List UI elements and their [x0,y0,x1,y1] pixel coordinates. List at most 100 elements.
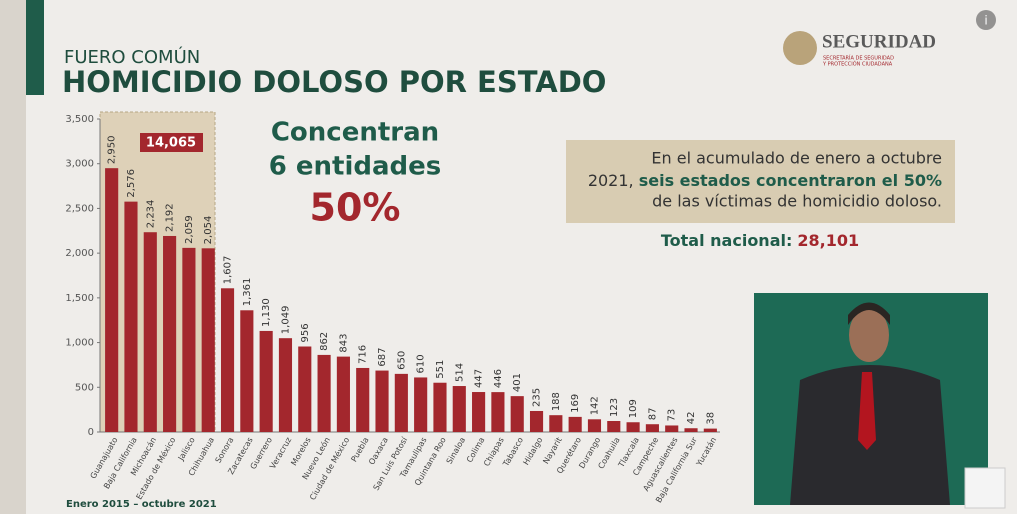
info-icon-text: i [984,14,987,28]
bar [240,310,254,432]
bar [394,373,408,432]
value-label: 1,607 [223,256,234,285]
bar [375,370,389,432]
total-label: Total nacional: [661,231,793,250]
value-label: 123 [609,398,620,417]
y-tick-label: 1,500 [65,293,94,304]
value-label: 1,361 [242,278,253,307]
bar [491,392,505,432]
value-label: 446 [493,369,504,388]
note-text: 2021, [588,171,639,190]
value-label: 142 [589,396,600,415]
value-label: 2,054 [203,216,214,245]
value-label: 38 [705,412,716,425]
value-label: 956 [300,323,311,342]
bar [645,424,659,432]
value-label: 2,576 [126,169,137,198]
bar [684,428,698,432]
bar [317,354,331,432]
value-label: 87 [647,407,658,420]
bar [163,235,177,432]
info-icon[interactable] [976,10,996,30]
note-emphasis: seis estados concentraron el 50% [639,171,942,190]
bar [124,201,138,432]
value-label: 551 [435,360,446,379]
headline-percent: 50% [310,186,401,230]
bar [182,247,196,432]
value-label: 2,950 [107,136,118,165]
bar [201,248,215,432]
value-label: 169 [570,394,581,413]
logo-subtitle: SECRETARÍA DE SEGURIDAD [823,55,894,62]
logo-emblem [783,31,817,65]
note-line: de las víctimas de homicidio doloso. [652,192,942,211]
value-label: 716 [358,345,369,364]
value-label: 42 [686,412,697,425]
supertitle: FUERO COMÚN [64,46,200,68]
bar [220,288,235,432]
value-label: 109 [628,399,639,418]
value-label: 843 [338,334,349,353]
value-label: 2,192 [165,203,176,232]
value-label: 514 [454,363,465,382]
bar [414,377,428,432]
y-tick-label: 3,000 [65,159,94,170]
footnote: Enero 2015 – octubre 2021 [66,499,217,510]
headline: Concentran [271,118,439,148]
total: Total nacional: 28,101 [661,231,859,250]
y-tick-label: 2,000 [65,248,94,259]
note-line: 2021, seis estados concentraron el 50% [588,171,942,190]
value-label: 862 [319,332,330,351]
bar [529,410,544,432]
chart-title: HOMICIDIO DOLOSO POR ESTADO [62,65,606,99]
y-tick-label: 3,500 [65,114,94,125]
bar [568,416,582,432]
value-label: 650 [396,351,407,370]
bar [105,168,119,432]
value-label: 235 [532,388,543,407]
logo-name: SEGURIDAD [822,31,936,52]
interpreter-hair [848,302,890,325]
value-label: 2,234 [145,200,156,229]
bar [472,392,486,432]
highlight-box [99,111,216,433]
bar [259,330,273,432]
bar [626,422,640,432]
bar [298,346,312,432]
value-label: 1,130 [261,298,272,327]
green-bar [26,0,44,95]
highlight-label-box [140,133,203,152]
highlight-total: 14,065 [146,136,196,151]
value-label: 687 [377,347,388,366]
total-value: 28,101 [797,231,859,250]
bar [703,428,717,432]
bar [510,396,524,432]
bar [143,232,157,432]
bar [278,338,293,432]
bar [607,421,621,432]
note-line: En el acumulado de enero a octubre [651,149,942,168]
value-label: 73 [667,409,678,422]
bar [549,415,563,432]
bar [356,367,370,432]
corner-logo [964,467,1006,509]
bar [665,425,679,432]
value-label: 188 [551,392,562,411]
value-label: 1,049 [280,306,291,335]
value-label: 447 [474,369,485,388]
y-tick-label: 500 [75,382,94,393]
headline: 6 entidades [269,152,442,182]
y-tick-label: 0 [88,427,94,438]
left-strip [0,0,26,514]
y-tick-label: 2,500 [65,203,94,214]
y-tick-label: 1,000 [65,338,94,349]
logo-subtitle: Y PROTECCIÓN CIUDADANA [822,61,893,68]
interpreter-tie [858,372,876,450]
value-label: 401 [512,373,523,392]
bar [336,356,350,432]
bar [452,386,466,432]
interpreter-head [849,308,889,362]
value-label: 2,059 [184,215,195,244]
bar [433,382,447,432]
